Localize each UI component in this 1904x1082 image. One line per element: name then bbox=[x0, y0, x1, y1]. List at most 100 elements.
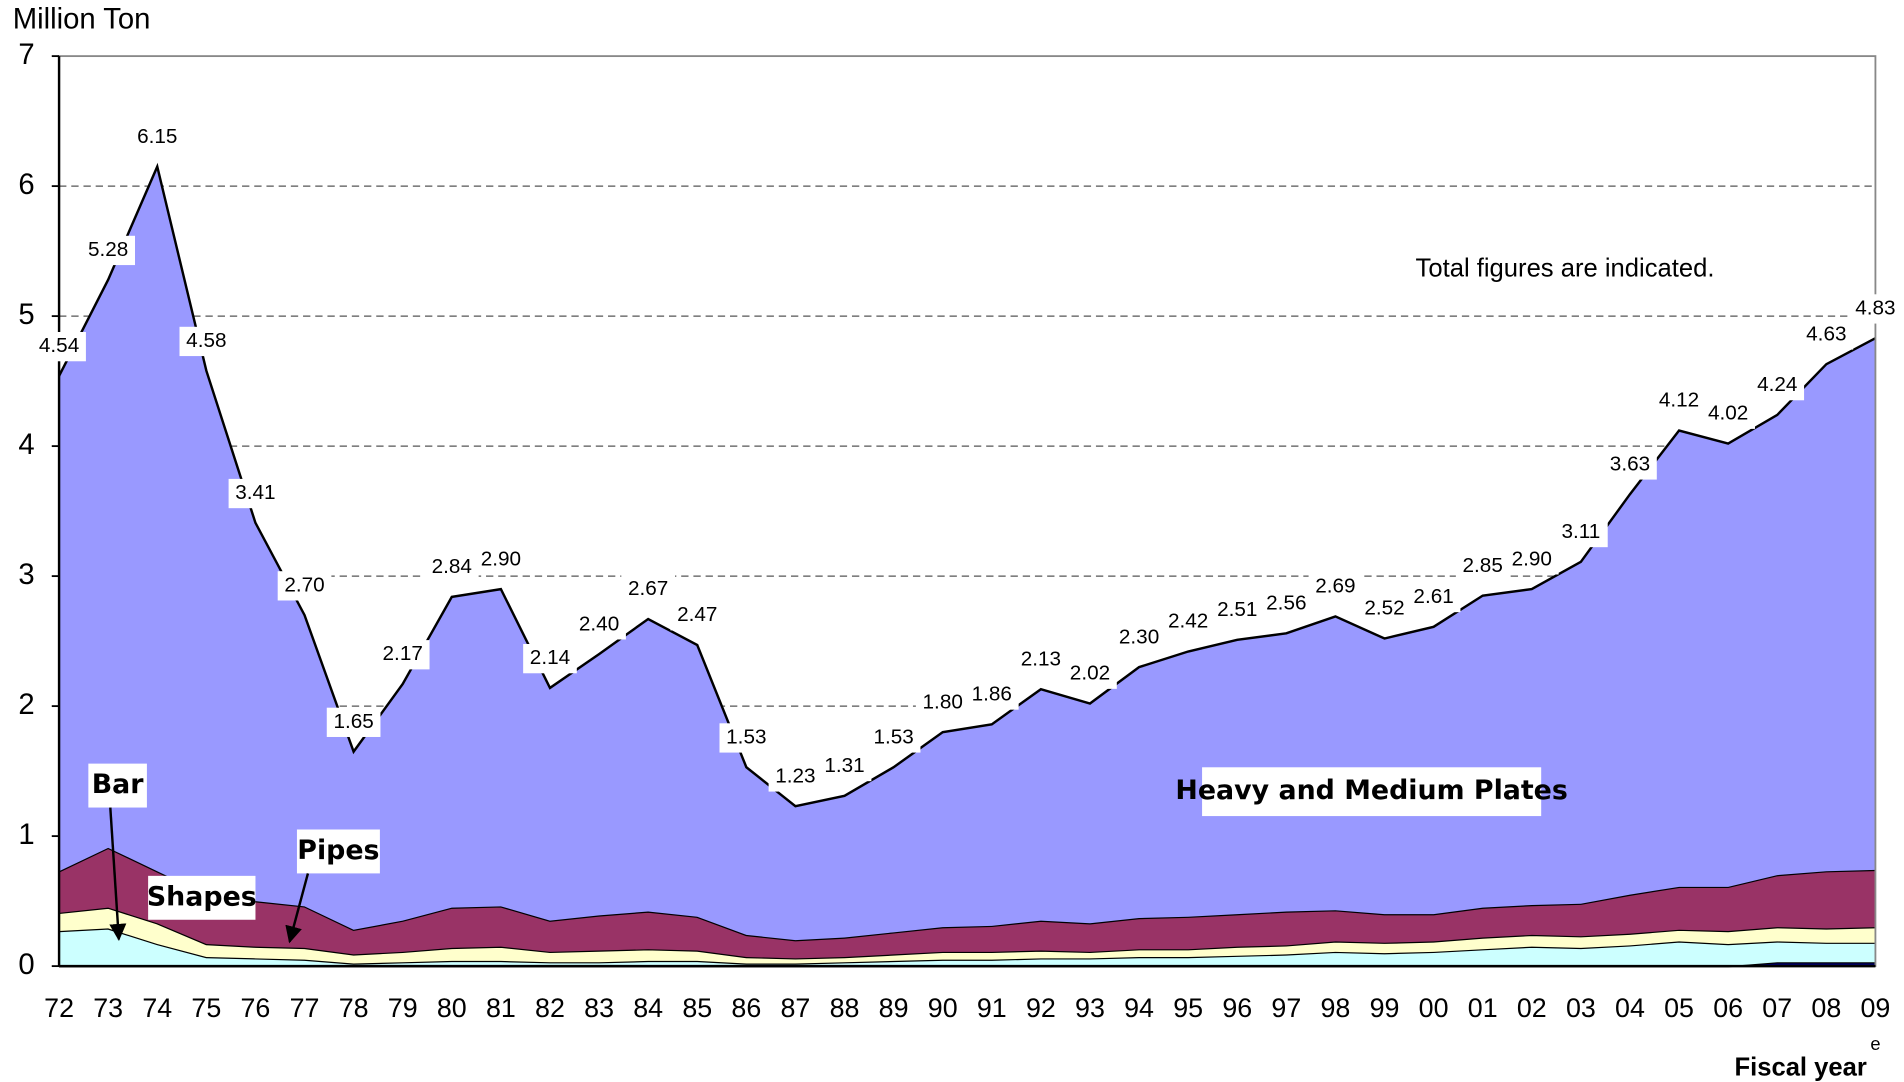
total-label-bg bbox=[572, 610, 626, 640]
total-label-bg bbox=[1357, 594, 1412, 624]
total-label: 2.42 bbox=[1168, 610, 1208, 633]
total-label-bg bbox=[474, 545, 528, 575]
x-tick-label: 77 bbox=[290, 993, 320, 1023]
x-note: e bbox=[1870, 1033, 1880, 1054]
x-tick-label: 79 bbox=[388, 993, 418, 1023]
total-label: 4.02 bbox=[1708, 402, 1748, 425]
total-label-bg bbox=[130, 122, 185, 152]
total-label: 4.54 bbox=[39, 334, 79, 357]
x-tick-label: 09 bbox=[1860, 993, 1890, 1023]
x-tick-label: 03 bbox=[1566, 993, 1596, 1023]
total-label: 3.41 bbox=[235, 481, 275, 504]
total-label-bg bbox=[1701, 399, 1755, 429]
total-label: 1.86 bbox=[972, 683, 1012, 706]
total-label-bg bbox=[1063, 659, 1117, 689]
series-label: Pipes bbox=[297, 835, 379, 866]
total-label-bg bbox=[719, 723, 774, 753]
x-tick-label: 08 bbox=[1811, 993, 1841, 1023]
total-label: 2.69 bbox=[1315, 575, 1355, 598]
x-tick-label: 85 bbox=[682, 993, 712, 1023]
y-tick-label: 4 bbox=[18, 429, 34, 461]
total-label: 3.11 bbox=[1561, 520, 1600, 543]
area bbox=[59, 847, 1876, 959]
annotation: Total figures are indicated. bbox=[1416, 254, 1715, 282]
x-tick-label: 88 bbox=[830, 993, 860, 1023]
x-tick-label: 99 bbox=[1370, 993, 1400, 1023]
x-tick-label: 89 bbox=[879, 993, 909, 1023]
total-label-bg bbox=[179, 326, 234, 357]
total-label: 4.12 bbox=[1659, 389, 1699, 412]
y-tick-label: 5 bbox=[18, 299, 34, 331]
total-label-bg bbox=[1652, 386, 1706, 416]
x-tick-label: 72 bbox=[44, 993, 74, 1023]
x-tick-label: 92 bbox=[1026, 993, 1056, 1023]
x-tick-label: 76 bbox=[241, 993, 271, 1023]
total-label-bg bbox=[1554, 517, 1608, 548]
total-label-bg bbox=[1406, 582, 1461, 613]
total-label: 1.23 bbox=[775, 764, 815, 787]
y-tick-label: 2 bbox=[18, 689, 34, 721]
series-label: Bar bbox=[92, 769, 145, 800]
total-label-bg bbox=[1799, 320, 1854, 350]
total-label: 2.02 bbox=[1070, 662, 1110, 685]
total-label-bg bbox=[1112, 623, 1166, 653]
x-tick-label: 05 bbox=[1664, 993, 1694, 1023]
x-tick-label: 74 bbox=[142, 993, 172, 1023]
x-tick-label: 02 bbox=[1517, 993, 1547, 1023]
label-bg bbox=[296, 829, 380, 874]
total-label: 2.17 bbox=[383, 642, 423, 665]
arrow bbox=[285, 873, 310, 944]
y-tick-label: 3 bbox=[18, 559, 34, 591]
x-tick-label: 06 bbox=[1713, 993, 1743, 1023]
x-tick-label: 01 bbox=[1468, 993, 1498, 1023]
total-label-bg bbox=[768, 762, 823, 792]
total-label: 1.80 bbox=[923, 690, 963, 713]
total-label-bg bbox=[1603, 450, 1657, 480]
arrow bbox=[109, 807, 127, 941]
total-label-bg bbox=[1750, 370, 1805, 401]
total-label: 2.67 bbox=[628, 577, 668, 600]
total-label: 2.14 bbox=[530, 646, 570, 669]
label-bg bbox=[148, 875, 256, 920]
total-label-bg bbox=[1308, 572, 1363, 602]
x-tick-label: 07 bbox=[1762, 993, 1792, 1023]
total-label: 2.47 bbox=[677, 603, 717, 626]
area bbox=[59, 928, 1876, 967]
total-label: 4.58 bbox=[186, 329, 226, 352]
x-tick-label: 86 bbox=[731, 993, 761, 1023]
total-label-bg bbox=[277, 571, 332, 601]
total-label: 2.84 bbox=[432, 555, 472, 578]
x-axis-label: Fiscal year bbox=[1734, 1053, 1866, 1081]
total-label-bg bbox=[375, 640, 430, 670]
total-label: 2.40 bbox=[579, 612, 619, 635]
areas bbox=[57, 162, 1876, 968]
total-label: 1.53 bbox=[873, 725, 913, 748]
total-label-bg bbox=[621, 575, 675, 605]
total-label: 4.24 bbox=[1757, 373, 1797, 396]
total-label-bg bbox=[32, 331, 86, 362]
total-label: 2.61 bbox=[1413, 585, 1453, 608]
x-tick-label: 73 bbox=[93, 993, 123, 1023]
total-label-bg bbox=[326, 707, 381, 737]
x-tick-label: 83 bbox=[584, 993, 614, 1023]
total-label-bg bbox=[523, 644, 577, 674]
x-tick-label: 75 bbox=[191, 993, 221, 1023]
area bbox=[59, 166, 1876, 941]
total-label: 3.63 bbox=[1610, 452, 1650, 475]
total-label: 4.63 bbox=[1806, 322, 1846, 345]
total-label-bg bbox=[228, 478, 283, 509]
total-label-bg bbox=[81, 235, 136, 266]
total-label: 2.70 bbox=[284, 573, 324, 596]
total-label-bg bbox=[1504, 545, 1559, 575]
total-label: 2.90 bbox=[481, 547, 521, 570]
x-tick-label: 94 bbox=[1124, 993, 1154, 1023]
total-label-bg bbox=[915, 688, 970, 718]
x-tick-label: 78 bbox=[339, 993, 369, 1023]
y-tick-label: 0 bbox=[18, 949, 34, 981]
x-tick-label: 00 bbox=[1419, 993, 1449, 1023]
total-label: 6.15 bbox=[137, 125, 177, 148]
x-tick-label: 91 bbox=[977, 993, 1007, 1023]
x-tick-label: 97 bbox=[1271, 993, 1301, 1023]
